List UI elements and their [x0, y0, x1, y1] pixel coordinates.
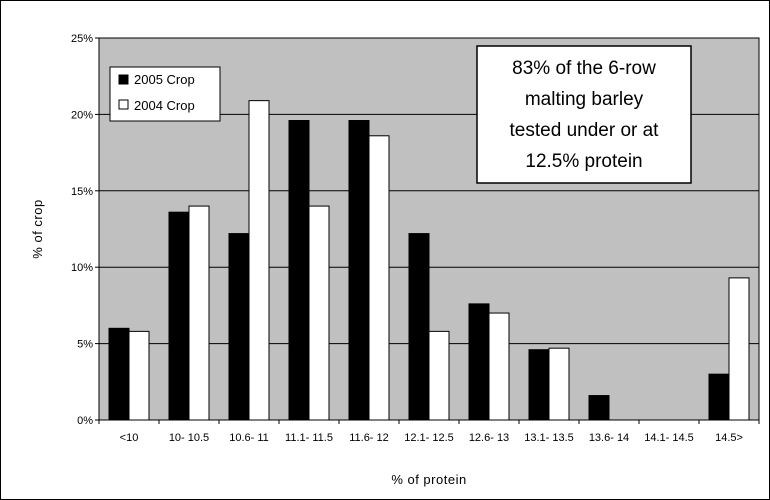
x-tick-label: 14.5> [715, 432, 743, 444]
x-tick-label: <10 [120, 432, 139, 444]
annotation-line-2: malting barley [525, 89, 644, 110]
bars [108, 100, 750, 421]
x-tick-label: 13.6- 14 [589, 432, 629, 444]
legend-swatch-2004 [118, 99, 129, 110]
bar-2004 [488, 312, 510, 421]
y-tick-label: 5% [77, 339, 93, 351]
bar-2004 [188, 205, 210, 421]
bar-2004 [248, 100, 270, 421]
bar-2005 [288, 120, 310, 421]
bar-2004 [428, 330, 450, 421]
bar-2005 [168, 211, 190, 421]
x-axis-title: % of protein [391, 472, 466, 487]
bar-2004 [728, 277, 750, 421]
annotation-line-3: tested under or at [510, 120, 660, 141]
bar-2004 [128, 330, 150, 421]
bar-2004 [308, 205, 330, 421]
annotation-line-4: 12.5% protein [525, 151, 642, 172]
y-axis-ticks: 0% 5% 10% 15% 20% 25% [71, 33, 99, 427]
annotation-box: 83% of the 6-row malting barley tested u… [476, 45, 692, 184]
bar-2005 [708, 373, 730, 421]
bar-2004 [368, 135, 390, 421]
x-tick-label: 11.6- 12 [349, 432, 389, 444]
bar-2005 [228, 233, 250, 421]
annotation-frame [476, 45, 692, 184]
x-tick-label: 13.1- 13.5 [524, 432, 574, 444]
legend: 2005 Crop 2004 Crop [109, 66, 221, 122]
x-tick-label: 10- 10.5 [169, 432, 209, 444]
legend-swatch-2005 [118, 74, 129, 85]
bar-2004 [548, 347, 570, 421]
y-tick-label: 10% [71, 262, 93, 274]
bar-2005 [408, 233, 430, 421]
legend-label-2005: 2005 Crop [134, 72, 195, 87]
y-axis-title: % of crop [30, 199, 45, 258]
bar-2005 [588, 395, 610, 421]
x-axis-ticks: <10 10- 10.5 10.6- 11 11.1- 11.5 11.6- 12 12.… [98, 420, 760, 444]
x-tick-label: 12.1- 12.5 [404, 432, 454, 444]
x-tick-label: 12.6- 13 [469, 432, 509, 444]
x-tick-label: 14.1- 14.5 [644, 432, 694, 444]
y-tick-label: 15% [71, 186, 93, 198]
y-tick-label: 20% [71, 109, 93, 121]
x-tick-label: 11.1- 11.5 [285, 432, 333, 444]
y-tick-label: 25% [71, 33, 93, 45]
annotation-line-1: 83% of the 6-row [512, 58, 656, 79]
bar-2005 [528, 349, 550, 421]
x-tick-label: 10.6- 11 [229, 432, 269, 444]
bar-2005 [348, 120, 370, 421]
bar-2005 [468, 303, 490, 421]
bar-2005 [108, 327, 130, 421]
y-tick-label: 0% [77, 415, 93, 427]
legend-label-2004: 2004 Crop [134, 98, 195, 113]
